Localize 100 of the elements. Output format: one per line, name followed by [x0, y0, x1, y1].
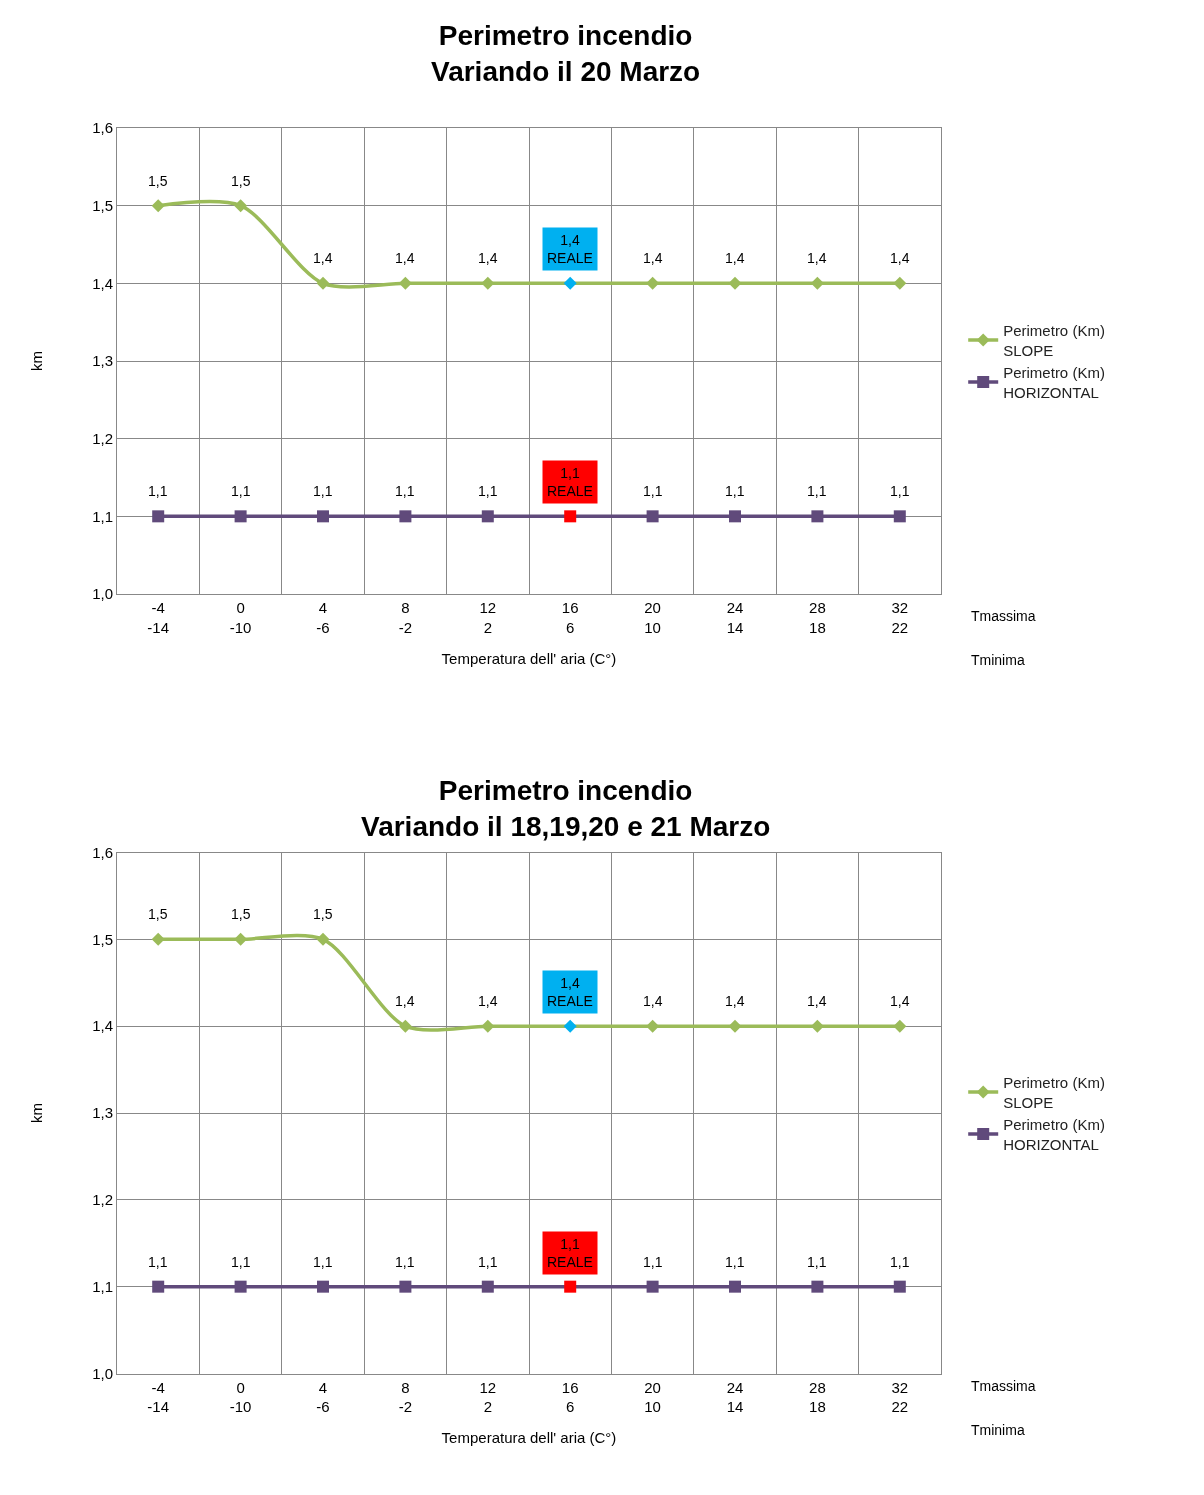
point — [234, 510, 247, 523]
y-tick-label: 1,2 — [92, 1191, 113, 1209]
point — [234, 1280, 247, 1293]
y-tick-label: 1,0 — [92, 585, 113, 603]
data-label: 1,1 — [231, 1254, 251, 1270]
data-label: 1,4 — [395, 250, 415, 266]
y-tick-label: 1,6 — [92, 119, 113, 137]
data-label: 1,1 — [395, 483, 415, 499]
point — [399, 1280, 412, 1293]
point — [563, 1019, 577, 1033]
point — [810, 1019, 824, 1033]
point — [234, 199, 248, 213]
y-tick-label: 1,2 — [92, 429, 113, 447]
data-label: 1,1 — [313, 483, 333, 499]
x-tick-label: 4 -6 — [316, 1378, 330, 1415]
point — [151, 199, 165, 213]
point — [811, 510, 824, 523]
point — [646, 1280, 659, 1293]
data-label: 1,5 — [148, 906, 168, 922]
data-label: 1,4 — [643, 993, 663, 1009]
data-label: 1,4 — [807, 250, 827, 266]
text: Tmassima — [971, 1378, 1036, 1394]
x-tick-label: 16 6 — [561, 1378, 579, 1415]
point — [728, 1019, 742, 1033]
text: Tminima — [971, 1422, 1025, 1438]
point — [646, 1019, 660, 1033]
point — [398, 1019, 412, 1033]
data-label: 1,4 — [725, 250, 745, 266]
y-tick-label: 1,1 — [92, 1277, 113, 1295]
data-label: 1,4 — [313, 250, 333, 266]
point — [398, 276, 412, 290]
x-axis-title: Temperatura dell' aria (C°) — [441, 1429, 617, 1446]
point — [316, 932, 330, 946]
data-label: 1,1 — [148, 1254, 168, 1270]
x-tick-label: 8 -2 — [398, 599, 413, 636]
x-tick-label: 0 -10 — [229, 599, 252, 636]
data-label: 1,4 — [395, 993, 415, 1009]
y-tick-label: 1,4 — [92, 274, 113, 292]
data-label: 1,1 — [231, 483, 251, 499]
x-tick-label: 20 10 — [644, 599, 661, 636]
data-label: 1,5 — [231, 906, 251, 922]
point — [893, 1280, 906, 1293]
chart-title: Perimetro incendio Variando il 20 Marzo — [431, 20, 701, 88]
data-label: 1,1 — [890, 483, 910, 499]
point — [564, 1280, 577, 1293]
x-tick-label: 32 22 — [891, 599, 909, 636]
text: Tmassima — [971, 608, 1036, 624]
data-label: 1,4 — [725, 993, 745, 1009]
data-label: 1,4 — [478, 250, 498, 266]
data-label: 1,1 — [643, 1254, 663, 1270]
data-label: 1,4 — [643, 250, 663, 266]
point — [316, 276, 330, 290]
y-axis-title: km — [28, 351, 46, 371]
point — [234, 932, 248, 946]
x-tick-label: 32 22 — [891, 1378, 909, 1415]
y-axis-title: km — [28, 1103, 46, 1123]
data-label: 1,1 — [478, 1254, 498, 1270]
data-label: 1,1 — [807, 483, 827, 499]
x-tick-label: -4 -14 — [147, 599, 170, 636]
legend-label: Perimetro (Km) HORIZONTAL — [1003, 364, 1105, 401]
point — [317, 510, 329, 523]
data-label: 1,1 — [890, 1254, 910, 1270]
data-label: 1,1 — [478, 483, 498, 499]
y-tick-label: 1,3 — [92, 352, 113, 370]
point — [810, 276, 824, 290]
data-label: 1,5 — [313, 906, 333, 922]
chart-title: Perimetro incendio Variando il 18,19,20 e 21 Marzo — [361, 775, 771, 843]
x-tick-label: 24 14 — [726, 1378, 744, 1415]
legend-label: Perimetro (Km) SLOPE — [1003, 322, 1105, 359]
x-tick-label: 4 -6 — [316, 599, 330, 636]
point — [811, 1280, 824, 1293]
data-label: 1,1 REALE — [547, 465, 593, 500]
point — [152, 510, 165, 523]
data-label: 1,4 — [890, 250, 910, 266]
x-tick-label: 8 -2 — [398, 1378, 413, 1415]
x-tick-label: 12 2 — [479, 1378, 497, 1415]
y-tick-label: 1,0 — [92, 1364, 113, 1382]
data-label: 1,1 — [643, 483, 663, 499]
y-tick-label: 1,6 — [92, 843, 113, 861]
data-label: 1,4 — [890, 993, 910, 1009]
point — [729, 1280, 741, 1293]
x-tick-label: -4 -14 — [147, 1378, 170, 1415]
y-tick-label: 1,1 — [92, 507, 113, 525]
data-label: 1,4 REALE — [547, 232, 593, 267]
data-label: 1,4 REALE — [547, 975, 593, 1010]
point — [729, 510, 741, 523]
point — [893, 276, 907, 290]
y-tick-label: 1,4 — [92, 1017, 113, 1035]
data-label: 1,1 — [807, 1254, 827, 1270]
y-tick-label: 1,3 — [92, 1104, 113, 1122]
point — [399, 510, 412, 523]
data-label: 1,1 — [725, 483, 745, 499]
x-tick-label: 0 -10 — [229, 1378, 252, 1415]
point — [728, 276, 742, 290]
x-axis-title: Temperatura dell' aria (C°) — [441, 649, 617, 667]
point — [893, 510, 906, 523]
x-tick-label: 16 6 — [561, 599, 579, 636]
data-label: 1,5 — [148, 173, 168, 189]
text: Tminima — [971, 652, 1025, 668]
y-tick-label: 1,5 — [92, 930, 113, 948]
